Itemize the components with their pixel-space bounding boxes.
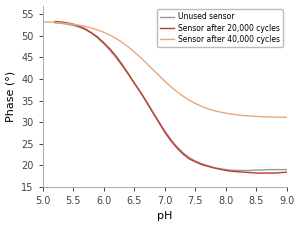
Sensor after 40,000 cycles [217, 110, 221, 113]
Sensor after 40,000 cycles [41, 20, 44, 23]
X-axis label: pH: pH [157, 211, 172, 222]
Unused sensor [224, 168, 228, 171]
Sensor after 40,000 cycles [285, 116, 289, 119]
Unused sensor [242, 169, 246, 172]
Sensor after 40,000 cycles [120, 41, 124, 44]
Unused sensor [84, 28, 87, 31]
Sensor after 20,000 cycles [273, 172, 276, 174]
Unused sensor [279, 168, 283, 171]
Unused sensor [212, 166, 215, 169]
Sensor after 20,000 cycles [108, 47, 112, 50]
Unused sensor [200, 162, 203, 165]
Sensor after 20,000 cycles [71, 23, 75, 25]
Unused sensor [267, 168, 270, 171]
Line: Sensor after 20,000 cycles: Sensor after 20,000 cycles [55, 22, 287, 173]
Sensor after 20,000 cycles [218, 168, 221, 170]
Unused sensor [218, 167, 221, 170]
Sensor after 20,000 cycles [261, 172, 264, 174]
Unused sensor [261, 169, 264, 171]
Sensor after 20,000 cycles [200, 163, 203, 166]
Sensor after 20,000 cycles [285, 171, 289, 174]
Line: Unused sensor: Unused sensor [55, 23, 287, 170]
Line: Sensor after 40,000 cycles: Sensor after 40,000 cycles [43, 22, 287, 117]
Sensor after 20,000 cycles [59, 21, 63, 23]
Unused sensor [273, 168, 276, 171]
Unused sensor [102, 42, 106, 45]
Legend: Unused sensor, Sensor after 20,000 cycles, Sensor after 40,000 cycles: Unused sensor, Sensor after 20,000 cycle… [157, 9, 283, 47]
Sensor after 20,000 cycles [163, 131, 166, 133]
Unused sensor [254, 169, 258, 171]
Sensor after 40,000 cycles [218, 111, 222, 114]
Sensor after 20,000 cycles [139, 91, 142, 93]
Sensor after 20,000 cycles [151, 111, 154, 114]
Sensor after 20,000 cycles [230, 170, 234, 173]
Unused sensor [175, 145, 179, 148]
Sensor after 20,000 cycles [181, 153, 185, 155]
Sensor after 20,000 cycles [114, 55, 118, 57]
Unused sensor [108, 49, 112, 51]
Sensor after 20,000 cycles [53, 20, 57, 23]
Unused sensor [114, 56, 118, 59]
Sensor after 20,000 cycles [90, 31, 93, 34]
Sensor after 20,000 cycles [187, 158, 191, 160]
Unused sensor [163, 129, 166, 132]
Unused sensor [145, 100, 148, 103]
Unused sensor [65, 23, 69, 25]
Unused sensor [194, 160, 197, 162]
Unused sensor [187, 156, 191, 159]
Unused sensor [285, 168, 289, 171]
Unused sensor [126, 73, 130, 76]
Sensor after 20,000 cycles [248, 171, 252, 174]
Sensor after 20,000 cycles [84, 27, 87, 30]
Unused sensor [53, 22, 57, 24]
Unused sensor [151, 110, 154, 113]
Unused sensor [157, 120, 160, 123]
Unused sensor [96, 37, 99, 39]
Unused sensor [169, 138, 172, 141]
Sensor after 20,000 cycles [102, 41, 106, 44]
Sensor after 20,000 cycles [65, 22, 69, 24]
Unused sensor [236, 169, 240, 172]
Unused sensor [59, 22, 63, 25]
Sensor after 20,000 cycles [145, 101, 148, 103]
Sensor after 20,000 cycles [236, 170, 240, 173]
Sensor after 20,000 cycles [77, 25, 81, 28]
Sensor after 20,000 cycles [126, 72, 130, 75]
Sensor after 20,000 cycles [96, 36, 99, 38]
Unused sensor [139, 91, 142, 93]
Sensor after 20,000 cycles [279, 171, 283, 174]
Sensor after 20,000 cycles [267, 172, 270, 174]
Sensor after 20,000 cycles [157, 121, 160, 123]
Y-axis label: Phase (°): Phase (°) [6, 71, 16, 122]
Unused sensor [71, 24, 75, 27]
Sensor after 20,000 cycles [194, 160, 197, 163]
Sensor after 40,000 cycles [137, 55, 141, 58]
Unused sensor [181, 151, 185, 154]
Unused sensor [206, 164, 209, 167]
Sensor after 20,000 cycles [120, 63, 124, 66]
Sensor after 20,000 cycles [254, 172, 258, 174]
Unused sensor [230, 169, 234, 172]
Sensor after 20,000 cycles [169, 139, 172, 142]
Sensor after 40,000 cycles [194, 103, 198, 105]
Sensor after 20,000 cycles [212, 167, 215, 169]
Unused sensor [132, 82, 136, 85]
Unused sensor [90, 32, 93, 35]
Unused sensor [248, 169, 252, 172]
Sensor after 20,000 cycles [206, 165, 209, 168]
Sensor after 20,000 cycles [242, 171, 246, 174]
Unused sensor [77, 26, 81, 29]
Sensor after 20,000 cycles [132, 81, 136, 84]
Unused sensor [120, 64, 124, 67]
Sensor after 20,000 cycles [175, 147, 179, 149]
Sensor after 40,000 cycles [70, 23, 74, 25]
Sensor after 20,000 cycles [224, 169, 228, 172]
